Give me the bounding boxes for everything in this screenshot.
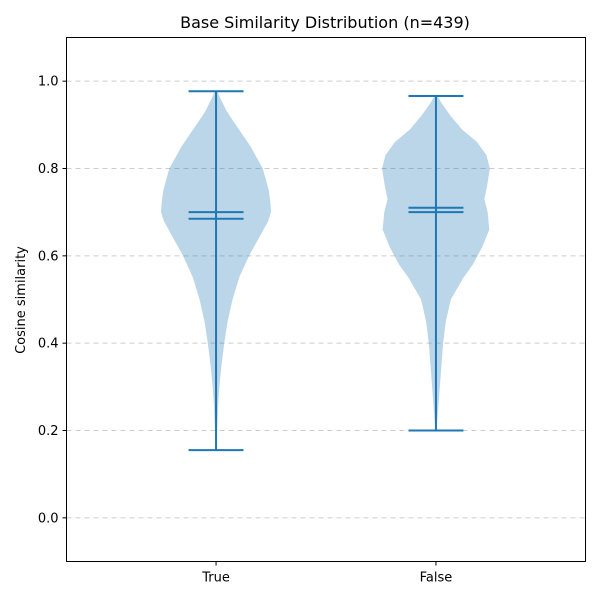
violin-false [382, 95, 490, 432]
chart-title: Base Similarity Distribution (n=439) [180, 13, 470, 32]
y-axis: 0.0 0.2 0.4 0.6 0.8 1.0 [38, 75, 67, 526]
x-tick-label: False [420, 571, 453, 586]
y-tick-label: 0.0 [38, 511, 59, 526]
violins [161, 90, 490, 452]
y-tick-label: 0.4 [38, 337, 59, 352]
y-axis-label: Cosine similarity [14, 246, 29, 354]
violin-true [161, 90, 272, 452]
y-tick-label: 1.0 [38, 75, 59, 90]
y-tick-label: 0.6 [38, 249, 59, 264]
x-tick-label: True [201, 571, 230, 586]
grid [66, 80, 586, 519]
x-axis: True False [201, 561, 453, 586]
y-tick-label: 0.2 [38, 424, 59, 439]
plot-frame [66, 37, 586, 562]
y-tick-label: 0.8 [38, 162, 59, 177]
